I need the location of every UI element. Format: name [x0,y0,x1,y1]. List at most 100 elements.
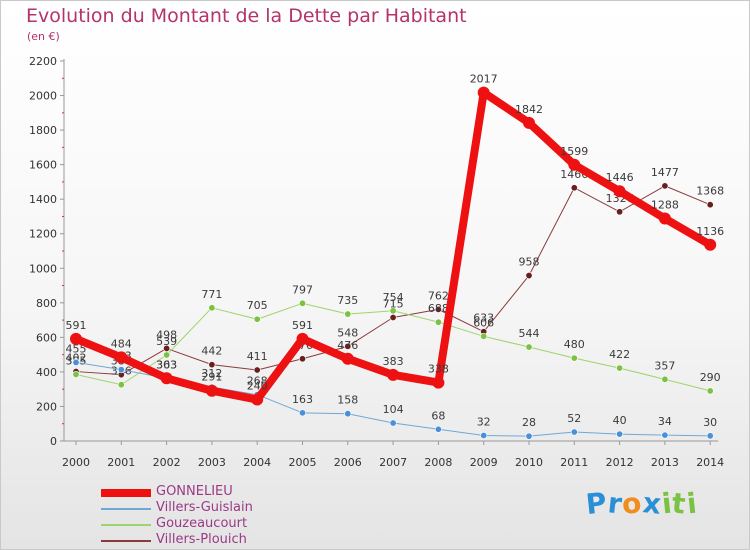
data-label-villers-plouich: 402 [66,352,87,365]
data-point-gouzeaucourt [208,304,216,312]
data-label-villers-guislain: 28 [522,416,536,429]
data-label-gonnelieu: 291 [201,371,222,384]
data-point-villers-guislain [344,410,352,418]
data-point-villers-plouich [661,182,669,190]
data-point-gonnelieu [523,116,535,129]
data-point-gonnelieu [251,393,264,406]
data-point-villers-plouich [389,313,397,321]
logo-letter: P [584,485,610,522]
data-label-gouzeaucourt: 544 [519,327,540,340]
data-label-villers-guislain: 104 [383,403,404,416]
data-label-gonnelieu: 1288 [651,199,679,212]
data-point-villers-plouich [525,272,533,280]
data-point-gonnelieu [296,332,309,345]
data-label-villers-plouich: 498 [156,328,177,341]
data-label-villers-plouich: 715 [383,298,404,311]
legend-swatch [101,524,151,526]
data-point-villers-plouich [208,361,216,369]
data-point-gouzeaucourt [480,332,488,340]
data-point-gonnelieu [613,185,626,198]
data-point-villers-plouich [434,305,442,313]
data-label-gouzeaucourt: 422 [609,348,630,361]
data-point-gouzeaucourt [661,375,669,383]
data-label-villers-plouich: 442 [201,345,222,358]
data-point-gouzeaucourt [706,387,714,395]
data-label-villers-guislain: 312 [201,367,222,380]
data-label-gouzeaucourt: 771 [201,288,222,301]
data-point-villers-guislain [72,358,80,366]
data-point-gonnelieu [477,86,490,99]
x-tick-label: 2009 [470,456,498,469]
data-label-villers-guislain: 34 [658,415,672,428]
y-tick-label: 800 [36,297,57,310]
data-point-gouzeaucourt [163,351,171,359]
legend-label: Villers-Plouich [156,532,247,547]
data-label-gonnelieu: 484 [111,337,132,350]
data-point-villers-plouich [253,366,261,374]
data-label-gouzeaucourt: 705 [247,299,268,312]
data-label-gonnelieu: 1136 [696,225,724,238]
data-label-gonnelieu: 2017 [470,73,498,86]
y-tick-label: 600 [36,331,57,344]
data-label-villers-guislain: 158 [337,394,358,407]
legend-swatch [101,489,151,497]
x-tick-label: 2006 [334,456,362,469]
data-label-gouzeaucourt: 606 [473,316,494,329]
data-point-villers-guislain [570,428,578,436]
data-label-villers-plouich: 958 [519,256,540,269]
data-point-villers-guislain [389,419,397,427]
data-label-villers-guislain: 363 [156,358,177,371]
data-point-villers-plouich [344,342,352,350]
x-tick-label: 2002 [153,456,181,469]
legend-label: Gouzeaucourt [156,516,248,531]
chart-title: Evolution du Montant de la Dette par Hab… [26,5,467,27]
x-tick-label: 2004 [243,456,271,469]
data-label-villers-plouich: 548 [337,326,358,339]
x-tick-label: 2007 [379,456,407,469]
legend-swatch [101,540,151,542]
data-label-villers-plouich: 1368 [696,185,724,198]
x-tick-label: 2012 [606,456,634,469]
y-tick-label: 1800 [29,124,57,137]
x-tick-label: 2011 [560,456,588,469]
data-label-villers-guislain: 52 [567,412,581,425]
data-label-gonnelieu: 303 [156,358,177,371]
x-tick-label: 2013 [651,456,679,469]
data-point-gouzeaucourt [525,343,533,351]
x-tick-label: 2001 [107,456,135,469]
data-point-villers-guislain [117,366,125,374]
data-label-gouzeaucourt: 735 [337,294,358,307]
data-label-gonnelieu: 476 [337,339,358,352]
data-point-gouzeaucourt [434,318,442,326]
data-point-gouzeaucourt [344,310,352,318]
data-label-gonnelieu: 383 [383,355,404,368]
data-point-villers-plouich [616,208,624,216]
y-tick-label: 200 [36,400,57,413]
y-tick-label: 1200 [29,228,57,241]
data-label-gonnelieu: 240 [247,380,268,393]
data-point-gonnelieu [658,212,671,225]
data-label-gonnelieu: 1842 [515,103,543,116]
data-point-gouzeaucourt [117,381,125,389]
y-tick-label: 0 [50,435,57,448]
data-point-gouzeaucourt [72,370,80,378]
data-point-villers-guislain [616,430,624,438]
data-label-villers-plouich: 762 [428,289,449,302]
data-label-gonnelieu: 338 [428,363,449,376]
data-point-gonnelieu [205,384,218,397]
data-label-gouzeaucourt: 688 [428,302,449,315]
data-point-gouzeaucourt [570,354,578,362]
x-tick-label: 2010 [515,456,543,469]
data-point-villers-guislain [480,431,488,439]
data-point-gouzeaucourt [298,299,306,307]
data-label-gouzeaucourt: 290 [700,371,721,384]
data-point-villers-guislain [525,432,533,440]
data-label-gonnelieu: 591 [292,319,313,332]
y-tick-label: 1600 [29,159,57,172]
data-point-gouzeaucourt [253,315,261,323]
data-point-gonnelieu [704,238,717,251]
data-label-villers-plouich: 633 [473,312,494,325]
legend-label: GONNELIEU [156,484,233,499]
data-point-villers-plouich [570,184,578,192]
data-point-gonnelieu [70,332,82,345]
